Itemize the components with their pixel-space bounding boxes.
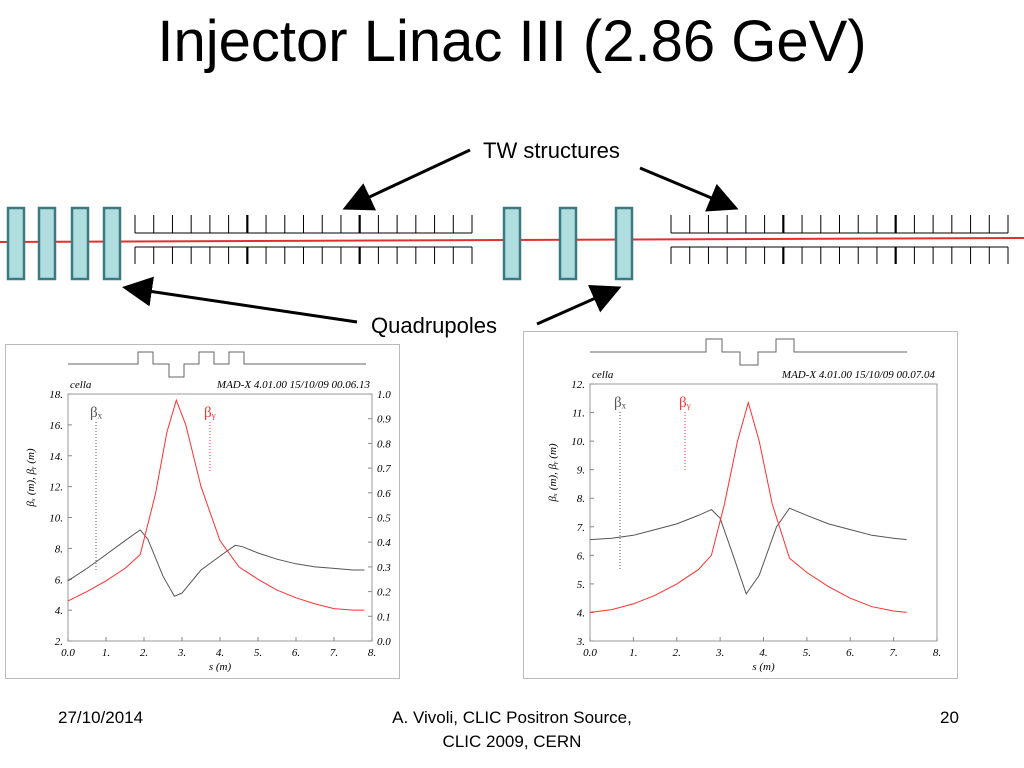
y-tick-label: 7. bbox=[577, 522, 585, 534]
arrow-quad-right bbox=[536, 285, 622, 326]
lattice-schematic bbox=[590, 338, 907, 366]
y2-tick-label: 0.1 bbox=[377, 611, 391, 623]
y-tick-label: 2. bbox=[55, 636, 63, 648]
y2-tick-label: 0.0 bbox=[377, 636, 391, 648]
y-tick-label: 3. bbox=[576, 636, 585, 648]
tw-structure-1 bbox=[134, 215, 473, 264]
y-tick-label: 10. bbox=[571, 436, 585, 448]
y-tick-label: 6. bbox=[577, 550, 585, 562]
x-tick-label: 1. bbox=[629, 647, 637, 659]
y-tick-label: 10. bbox=[49, 513, 63, 525]
x-tick-label: 8. bbox=[368, 647, 376, 659]
y-tick-label: 4. bbox=[55, 605, 63, 617]
x-tick-label: 2. bbox=[140, 647, 148, 659]
y-tick-label: 9. bbox=[577, 465, 585, 477]
y-tick-label: 12. bbox=[49, 482, 63, 494]
footer-center: A. Vivoli, CLIC Positron Source, CLIC 20… bbox=[330, 706, 694, 754]
beta-plot-1: cella MAD-X 4.01.00 15/10/09 00.06.13 0.0 1… bbox=[5, 344, 423, 679]
x-axis-label: s (m) bbox=[752, 661, 775, 673]
x-tick-label: 4. bbox=[759, 647, 767, 659]
arrow-tw-right bbox=[639, 166, 739, 212]
legend-beta-y: βᵧ bbox=[679, 395, 691, 411]
legend-beta-x: βₓ bbox=[90, 405, 103, 421]
x-tick-label: 0.0 bbox=[61, 647, 75, 659]
beamline-diagram bbox=[0, 148, 1024, 326]
tw-structure-2 bbox=[670, 215, 1009, 264]
x-tick-label: 1. bbox=[102, 647, 110, 659]
legend-beta-x: βₓ bbox=[614, 395, 627, 411]
quadrupole-3 bbox=[70, 206, 90, 281]
quadrupoles-label: Quadrupoles bbox=[371, 313, 497, 338]
plot-frame bbox=[67, 393, 373, 642]
y-axis-label: βₓ (m), βᵧ (m) bbox=[547, 443, 559, 502]
y2-tick-label: 0.7 bbox=[377, 463, 391, 475]
y-axis-label: βₓ (m), βᵧ (m) bbox=[25, 448, 37, 507]
legend-beta-y: βᵧ bbox=[204, 405, 216, 421]
footer-center-line2: CLIC 2009, CERN bbox=[442, 732, 582, 751]
y-tick-label: 4. bbox=[577, 607, 585, 619]
x-tick-label: 6. bbox=[846, 647, 854, 659]
plot-header: MAD-X 4.01.00 15/10/09 00.07.04 bbox=[781, 369, 936, 381]
y-tick-label: 8. bbox=[577, 493, 585, 505]
lattice-schematic bbox=[68, 351, 366, 378]
y2-tick-label: 0.3 bbox=[377, 562, 391, 574]
x-tick-label: 2. bbox=[673, 647, 681, 659]
y-tick-label: 12. bbox=[571, 379, 585, 391]
slide-title: Injector Linac III (2.86 GeV) bbox=[157, 9, 867, 74]
x-tick-label: 7. bbox=[890, 647, 898, 659]
x-tick-label: 7. bbox=[330, 647, 338, 659]
y2-tick-label: 0.4 bbox=[377, 537, 391, 549]
quadrupole-5 bbox=[502, 206, 522, 281]
beta-x-curve bbox=[589, 507, 907, 595]
tw-structures-label: TW structures bbox=[483, 138, 620, 163]
beta-x-curve bbox=[67, 529, 365, 597]
x-tick-label: 6. bbox=[292, 647, 300, 659]
y-tick-label: 6. bbox=[55, 574, 63, 586]
footer-date: 27/10/2014 bbox=[58, 708, 144, 727]
y2-tick-label: 0.5 bbox=[377, 513, 391, 525]
x-tick-label: 8. bbox=[933, 647, 941, 659]
x-tick-label: 5. bbox=[803, 647, 811, 659]
y-tick-label: 11. bbox=[572, 408, 585, 420]
arrow-quad-left bbox=[122, 276, 358, 324]
y-tick-label: 16. bbox=[49, 420, 63, 432]
quadrupole-2 bbox=[37, 206, 57, 281]
y-tick-label: 18. bbox=[49, 389, 63, 401]
x-tick-label: 4. bbox=[216, 647, 224, 659]
y-tick-label: 14. bbox=[49, 451, 63, 463]
y2-tick-label: 0.6 bbox=[377, 488, 391, 500]
footer-page-number: 20 bbox=[940, 708, 959, 727]
plot-frame bbox=[589, 383, 938, 642]
x-tick-label: 5. bbox=[254, 647, 262, 659]
plot-title: cella bbox=[70, 379, 92, 391]
beta-y-curve bbox=[589, 400, 907, 613]
quadrupole-4 bbox=[102, 206, 122, 281]
beta-y-curve bbox=[67, 398, 365, 611]
x-tick-label: 0.0 bbox=[583, 647, 597, 659]
x-tick-label: 3. bbox=[715, 647, 724, 659]
quadrupole-1 bbox=[6, 206, 26, 281]
footer-center-line1: A. Vivoli, CLIC Positron Source, bbox=[392, 708, 632, 727]
y-tick-label: 8. bbox=[55, 543, 63, 555]
y2-tick-label: 1.0 bbox=[377, 389, 391, 401]
plot-title: cella bbox=[592, 369, 614, 381]
y2-tick-label: 0.8 bbox=[377, 438, 391, 450]
plot-header: MAD-X 4.01.00 15/10/09 00.06.13 bbox=[216, 379, 371, 391]
x-axis-label: s (m) bbox=[209, 661, 232, 673]
y2-tick-label: 0.9 bbox=[377, 414, 391, 426]
y2-tick-label: 0.2 bbox=[377, 587, 391, 599]
quadrupole-6 bbox=[558, 206, 578, 281]
x-tick-label: 3. bbox=[177, 647, 186, 659]
arrow-tw-left bbox=[342, 148, 471, 211]
quadrupole-7 bbox=[614, 206, 634, 281]
y-tick-label: 5. bbox=[577, 579, 585, 591]
beta-plot-2: cella MAD-X 4.01.00 15/10/09 00.07.04 0.0 1… bbox=[523, 331, 958, 679]
